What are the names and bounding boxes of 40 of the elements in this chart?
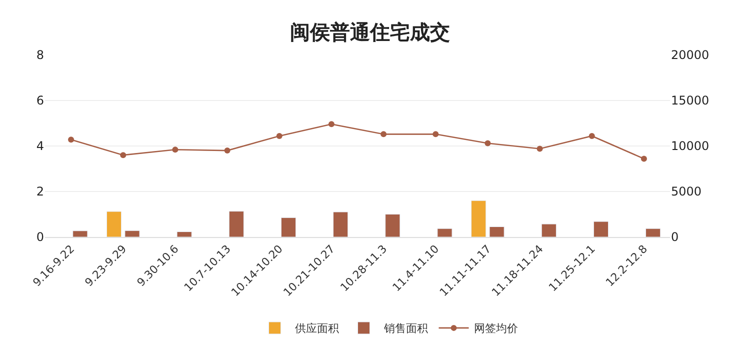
point [588, 132, 595, 139]
point [120, 152, 126, 158]
bar [471, 200, 486, 237]
bar [124, 230, 140, 237]
point [536, 146, 543, 152]
bar [72, 230, 88, 237]
y-tick-label: 4 [36, 139, 44, 154]
point [380, 131, 387, 138]
bar [280, 217, 296, 237]
y2-tick-label: 5000 [671, 184, 702, 199]
point [484, 140, 491, 146]
point [432, 131, 439, 138]
bar [385, 214, 400, 237]
y-tick-label: 0 [36, 230, 44, 244]
point [224, 148, 230, 154]
bar [228, 211, 244, 237]
y-tick-label: 2 [36, 184, 44, 199]
y-tick-label: 8 [36, 48, 44, 62]
point [276, 132, 282, 139]
point [328, 121, 334, 128]
bar [106, 211, 122, 237]
point [68, 136, 74, 143]
chart-title: 闽侯普通住宅成交 [290, 20, 450, 44]
y2-tick-label: 0 [671, 230, 679, 244]
y2-tick-label: 10000 [671, 139, 710, 154]
legend-label: 销售面积 [382, 322, 428, 336]
y-tick-label: 6 [36, 94, 44, 108]
bar [541, 224, 556, 237]
point [172, 146, 178, 153]
y2-tick-label: 15000 [671, 94, 710, 108]
bar [437, 228, 452, 237]
bar [333, 212, 348, 237]
y2-tick-label: 20000 [671, 48, 710, 62]
point [640, 156, 647, 162]
legend-label: 网签均价 [474, 322, 518, 336]
bar [646, 228, 661, 237]
legend-label: 供应面积 [294, 322, 339, 336]
bar [176, 232, 192, 237]
bar [489, 226, 504, 237]
bar [593, 221, 609, 237]
